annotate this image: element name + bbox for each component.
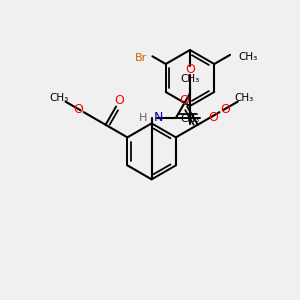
Text: O: O bbox=[115, 94, 124, 107]
Text: CH₃: CH₃ bbox=[234, 93, 254, 103]
Text: CH₃: CH₃ bbox=[180, 114, 200, 124]
Text: CH₃: CH₃ bbox=[238, 52, 257, 62]
Text: CH₃: CH₃ bbox=[50, 93, 69, 103]
Text: O: O bbox=[208, 111, 218, 124]
Text: N: N bbox=[154, 111, 163, 124]
Text: H: H bbox=[139, 113, 148, 123]
Text: Br: Br bbox=[135, 53, 147, 63]
Text: O: O bbox=[220, 103, 230, 116]
Text: O: O bbox=[185, 63, 195, 76]
Text: O: O bbox=[179, 94, 189, 107]
Text: CH₃: CH₃ bbox=[180, 74, 200, 84]
Text: O: O bbox=[74, 103, 83, 116]
